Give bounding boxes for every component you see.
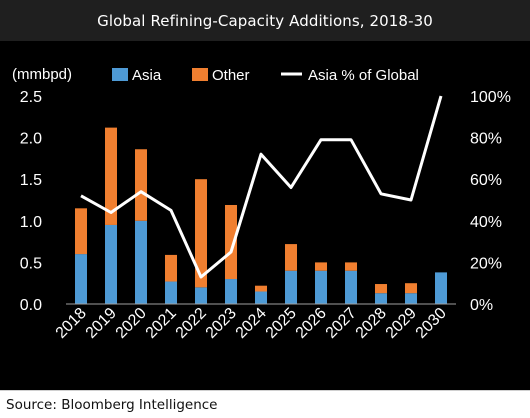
bar-asia	[105, 224, 117, 304]
bar-other	[75, 208, 87, 255]
bar-asia	[135, 220, 147, 304]
legend-swatch-other	[192, 68, 208, 81]
y2-tick-label: 0%	[470, 297, 493, 314]
bar-asia	[75, 254, 87, 304]
y-tick-label: 2.0	[20, 131, 42, 148]
chart-title: Global Refining-Capacity Additions, 2018…	[97, 11, 433, 30]
bar-other	[105, 127, 117, 225]
x-tick-label: 2027	[323, 305, 360, 342]
bar-asia	[165, 281, 177, 304]
y-tick-label: 0.0	[20, 297, 42, 314]
x-tick-label: 2024	[233, 305, 270, 342]
bar-other	[165, 254, 177, 282]
bar-other	[345, 262, 357, 271]
bar-other	[195, 179, 207, 288]
x-tick-label: 2030	[413, 305, 450, 342]
y2-tick-label: 20%	[470, 255, 502, 272]
x-tick-label: 2021	[143, 305, 180, 342]
x-tick-label: 2028	[353, 305, 390, 342]
bar-other	[225, 204, 237, 280]
bar-other	[255, 285, 267, 292]
chart-panel: (mmbpd) Asia Other Asia % of Global 0.0 0…	[0, 41, 530, 390]
bar-other	[315, 262, 327, 271]
legend: Asia Other Asia % of Global	[112, 67, 419, 84]
bar-asia	[225, 279, 237, 304]
y-tick-label: 2.5	[20, 89, 42, 106]
bar-asia	[405, 293, 417, 304]
legend-label-asia: Asia	[132, 67, 162, 84]
x-tick-label: 2019	[83, 305, 120, 342]
x-tick-label: 2022	[173, 305, 210, 342]
y-tick-label: 1.5	[20, 172, 42, 189]
chart-title-bar: Global Refining-Capacity Additions, 2018…	[0, 0, 530, 41]
legend-label-asia-share: Asia % of Global	[308, 67, 419, 84]
x-tick-label: 2026	[293, 305, 330, 342]
bar-asia	[435, 272, 447, 304]
y-axis-unit-label: (mmbpd)	[12, 66, 72, 83]
x-tick-label: 2023	[203, 305, 240, 342]
x-tick-label: 2029	[383, 305, 420, 342]
y2-tick-label: 100%	[470, 89, 511, 106]
bar-asia	[315, 270, 327, 304]
x-tick-label: 2018	[53, 305, 90, 342]
source-text: Source: Bloomberg Intelligence	[6, 396, 218, 413]
legend-label-other: Other	[212, 67, 250, 84]
x-tick-label: 2020	[113, 305, 150, 342]
bar-other	[135, 149, 147, 221]
bar-other	[285, 244, 297, 271]
y-tick-label: 1.0	[20, 214, 42, 231]
legend-swatch-asia	[112, 68, 128, 81]
y-axis-right: 0% 20% 40% 60% 80% 100%	[470, 89, 511, 314]
bar-asia	[195, 287, 207, 304]
y2-tick-label: 80%	[470, 131, 502, 148]
refining-capacity-chart: (mmbpd) Asia Other Asia % of Global 0.00…	[12, 66, 511, 342]
bar-asia	[285, 270, 297, 304]
x-axis: 2018201920202021202220232024202520262027…	[53, 305, 450, 342]
y-axis-left: 0.0 0.5 1.0 1.5 2.0 2.5	[20, 89, 42, 314]
bar-other	[405, 283, 417, 294]
y2-tick-label: 60%	[470, 172, 502, 189]
y-tick-label: 0.5	[20, 255, 42, 272]
bar-other	[375, 284, 387, 294]
asia-share-line	[80, 95, 443, 279]
bar-asia	[345, 270, 357, 304]
bar-asia	[375, 293, 387, 304]
bar-asia	[255, 291, 267, 304]
y2-tick-label: 40%	[470, 214, 502, 231]
x-tick-label: 2025	[263, 305, 300, 342]
source-footer: Source: Bloomberg Intelligence	[0, 390, 530, 418]
bars	[75, 127, 447, 304]
